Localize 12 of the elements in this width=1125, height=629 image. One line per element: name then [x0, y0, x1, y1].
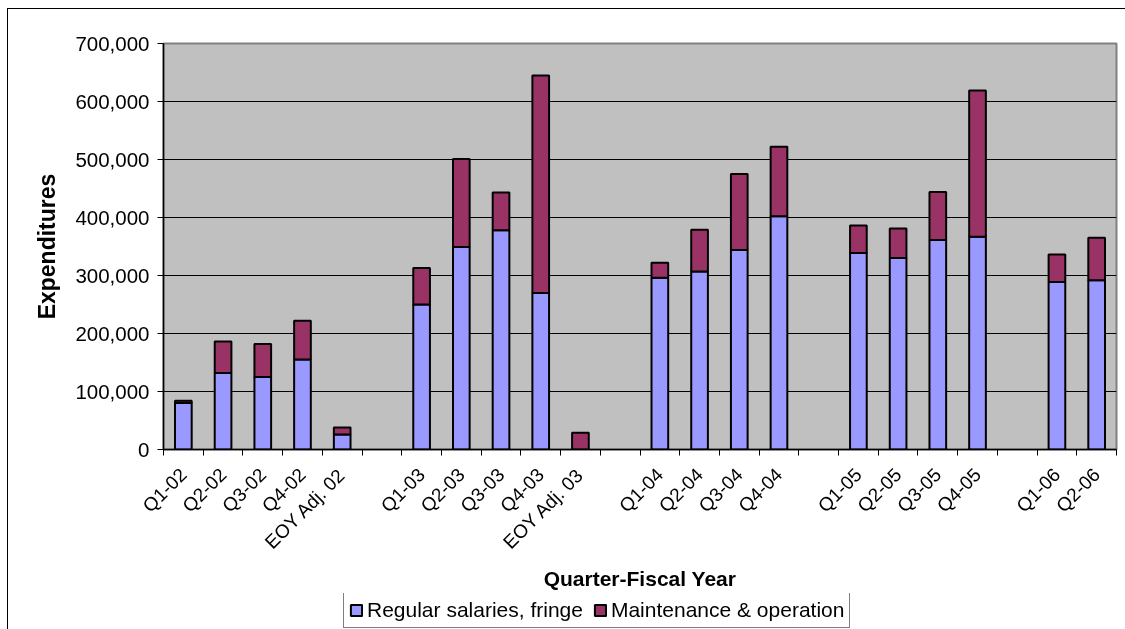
y-tick-label: 400,000	[75, 205, 150, 229]
x-axis-title: Quarter-Fiscal Year	[543, 567, 736, 591]
y-tick-label: 300,000	[75, 263, 150, 287]
y-axis-title: Expenditures	[34, 173, 61, 320]
y-tick-label: 0	[138, 437, 150, 461]
y-tick-label: 700,000	[75, 31, 150, 55]
legend-label: Maintenance & operation	[610, 598, 845, 622]
y-tick-label: 200,000	[75, 321, 150, 345]
y-tick-label: 100,000	[75, 379, 150, 403]
legend-label: Regular salaries, fringe	[367, 598, 583, 622]
y-tick-label: 600,000	[75, 89, 150, 113]
y-tick-label: 500,000	[75, 147, 150, 171]
